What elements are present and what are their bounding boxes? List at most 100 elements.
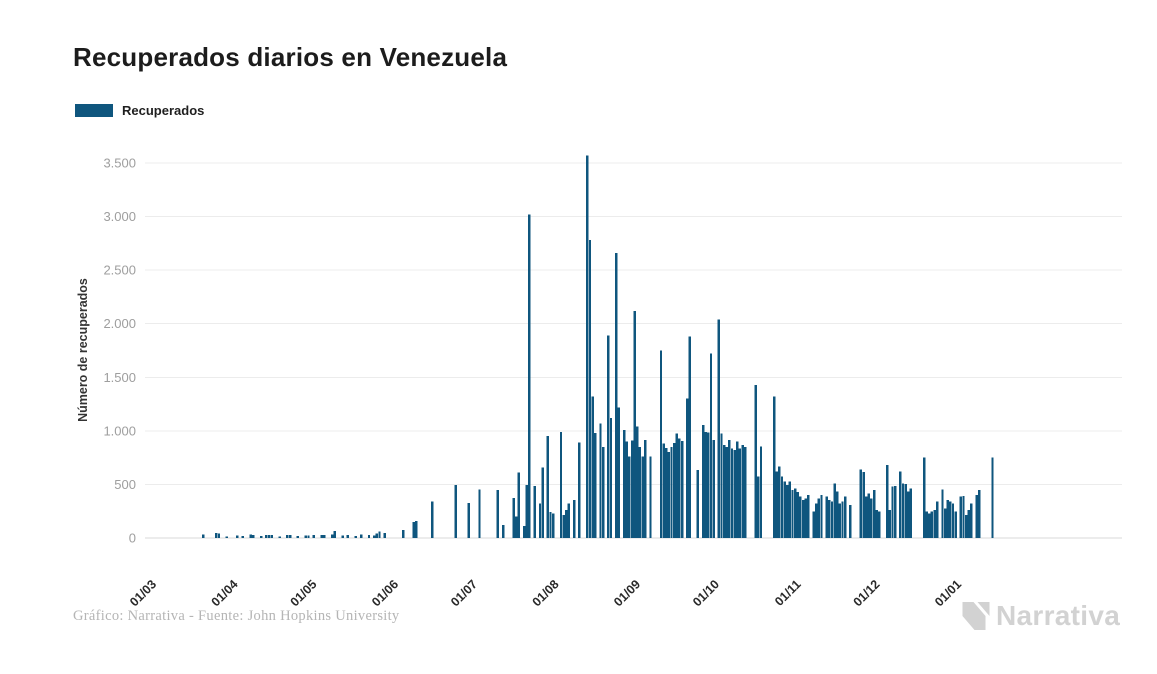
bar [954,511,957,538]
bar [964,514,968,538]
bar [522,526,526,538]
x-tick-label: 01/04 [209,577,241,609]
bar [304,535,308,538]
bar [843,496,847,538]
bar [401,529,405,538]
bar [591,396,594,538]
bar [738,448,742,538]
bar [812,511,815,538]
bar [217,533,221,538]
bar [525,484,529,538]
bar [725,446,728,538]
bar [286,535,289,538]
bar [680,441,684,538]
legend-item-recuperados[interactable]: Recuperados [75,103,204,118]
narrativa-mark-icon [962,602,990,630]
bar [859,469,863,538]
bar [533,486,536,538]
bar [864,496,868,538]
bar [628,456,631,538]
bar [701,425,705,538]
bar [757,476,760,538]
bar [891,486,894,538]
bar [549,511,552,538]
bar [722,444,726,538]
bar [780,476,784,538]
bar [804,498,807,538]
bar [323,535,326,538]
bar [659,350,663,538]
bar [778,466,781,538]
bar [551,513,555,538]
bar [783,481,786,538]
bar [665,448,668,538]
bar [870,498,873,538]
bar [943,508,947,538]
bar [838,503,842,538]
bar [259,536,263,538]
bar [791,490,794,538]
x-tick-label: 01/09 [611,577,643,609]
bar [346,534,350,538]
bar [215,533,218,538]
bar [601,446,605,538]
bar [649,456,652,538]
bar [512,497,515,538]
bar [378,531,381,538]
bar [546,436,550,538]
bar [641,456,644,538]
x-tick-label: 01/01 [932,577,964,609]
bar [886,465,889,538]
bar [307,535,310,538]
bar [225,536,229,538]
bar [288,535,292,538]
bar [799,496,802,538]
bar [830,501,834,538]
bar [670,446,673,538]
bar [415,520,418,538]
brand-name: Narrativa [996,600,1121,631]
bar [796,491,799,538]
bar [875,510,878,538]
bar [978,490,981,538]
bar [630,440,634,538]
bar [967,510,970,538]
bar [517,472,521,538]
bar [686,398,689,538]
bar [678,438,681,538]
bar [841,501,844,538]
bar [743,446,747,538]
bar [959,496,963,538]
narrativa-logo: Narrativa [962,600,1120,632]
bar [893,486,897,538]
bar [736,441,739,538]
bar [946,499,949,538]
bar [578,442,581,538]
bar [688,336,692,538]
bar [772,396,776,538]
legend-label: Recuperados [122,103,205,118]
bar [707,432,710,538]
y-tick-label: 0 [129,531,136,546]
bar [807,495,810,538]
bar [359,534,363,538]
bar [383,533,386,538]
bar [728,439,731,538]
bar [951,503,955,538]
bar [754,384,757,538]
x-tick-label: 01/03 [127,577,159,609]
bar [862,472,865,538]
y-tick-label: 2.000 [103,316,136,331]
bar [704,431,707,538]
bar [925,511,928,538]
y-tick-label: 2.500 [103,263,136,278]
bar [962,496,965,538]
bar [278,536,281,538]
bar [588,240,592,538]
bar [599,423,602,538]
bar [888,510,892,538]
y-tick-label: 3.500 [103,156,136,171]
bar [341,535,344,538]
bar [696,470,700,538]
